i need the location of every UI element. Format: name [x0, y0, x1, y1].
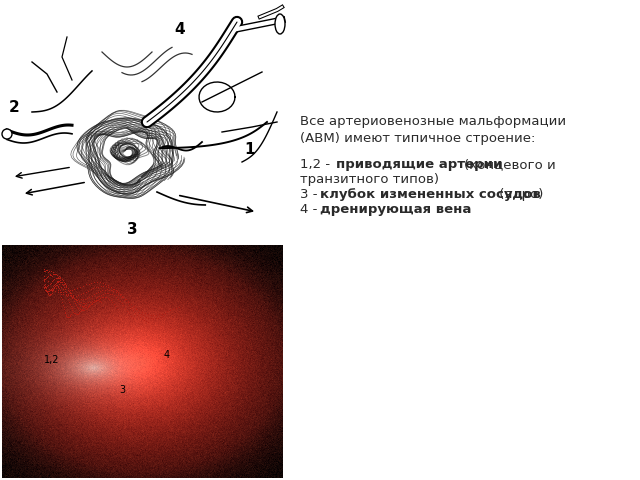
Bar — [2, 2, 283, 240]
Text: 3 -: 3 - — [300, 188, 322, 201]
Text: 3: 3 — [127, 223, 138, 238]
Text: 2: 2 — [8, 99, 19, 115]
Text: приводящие артерии: приводящие артерии — [336, 158, 502, 171]
Text: Все артериовенозные мальформации: Все артериовенозные мальформации — [300, 115, 566, 128]
Text: транзитного типов): транзитного типов) — [300, 173, 439, 186]
Text: 1,2 -: 1,2 - — [300, 158, 334, 171]
Text: (ядро): (ядро) — [495, 188, 543, 201]
Text: 4: 4 — [175, 23, 186, 37]
Text: (АВМ) имеют типичное строение:: (АВМ) имеют типичное строение: — [300, 132, 536, 145]
Text: 4: 4 — [164, 350, 170, 360]
Text: дренирующая вена: дренирующая вена — [320, 203, 472, 216]
Circle shape — [2, 129, 12, 139]
Text: 1,2: 1,2 — [44, 355, 60, 365]
Text: 4 -: 4 - — [300, 203, 322, 216]
Text: клубок измененных сосудов: клубок измененных сосудов — [320, 188, 541, 201]
Text: (концевого и: (концевого и — [464, 158, 556, 171]
Ellipse shape — [275, 14, 285, 34]
Text: 3: 3 — [119, 385, 125, 395]
Text: 1: 1 — [244, 143, 255, 157]
